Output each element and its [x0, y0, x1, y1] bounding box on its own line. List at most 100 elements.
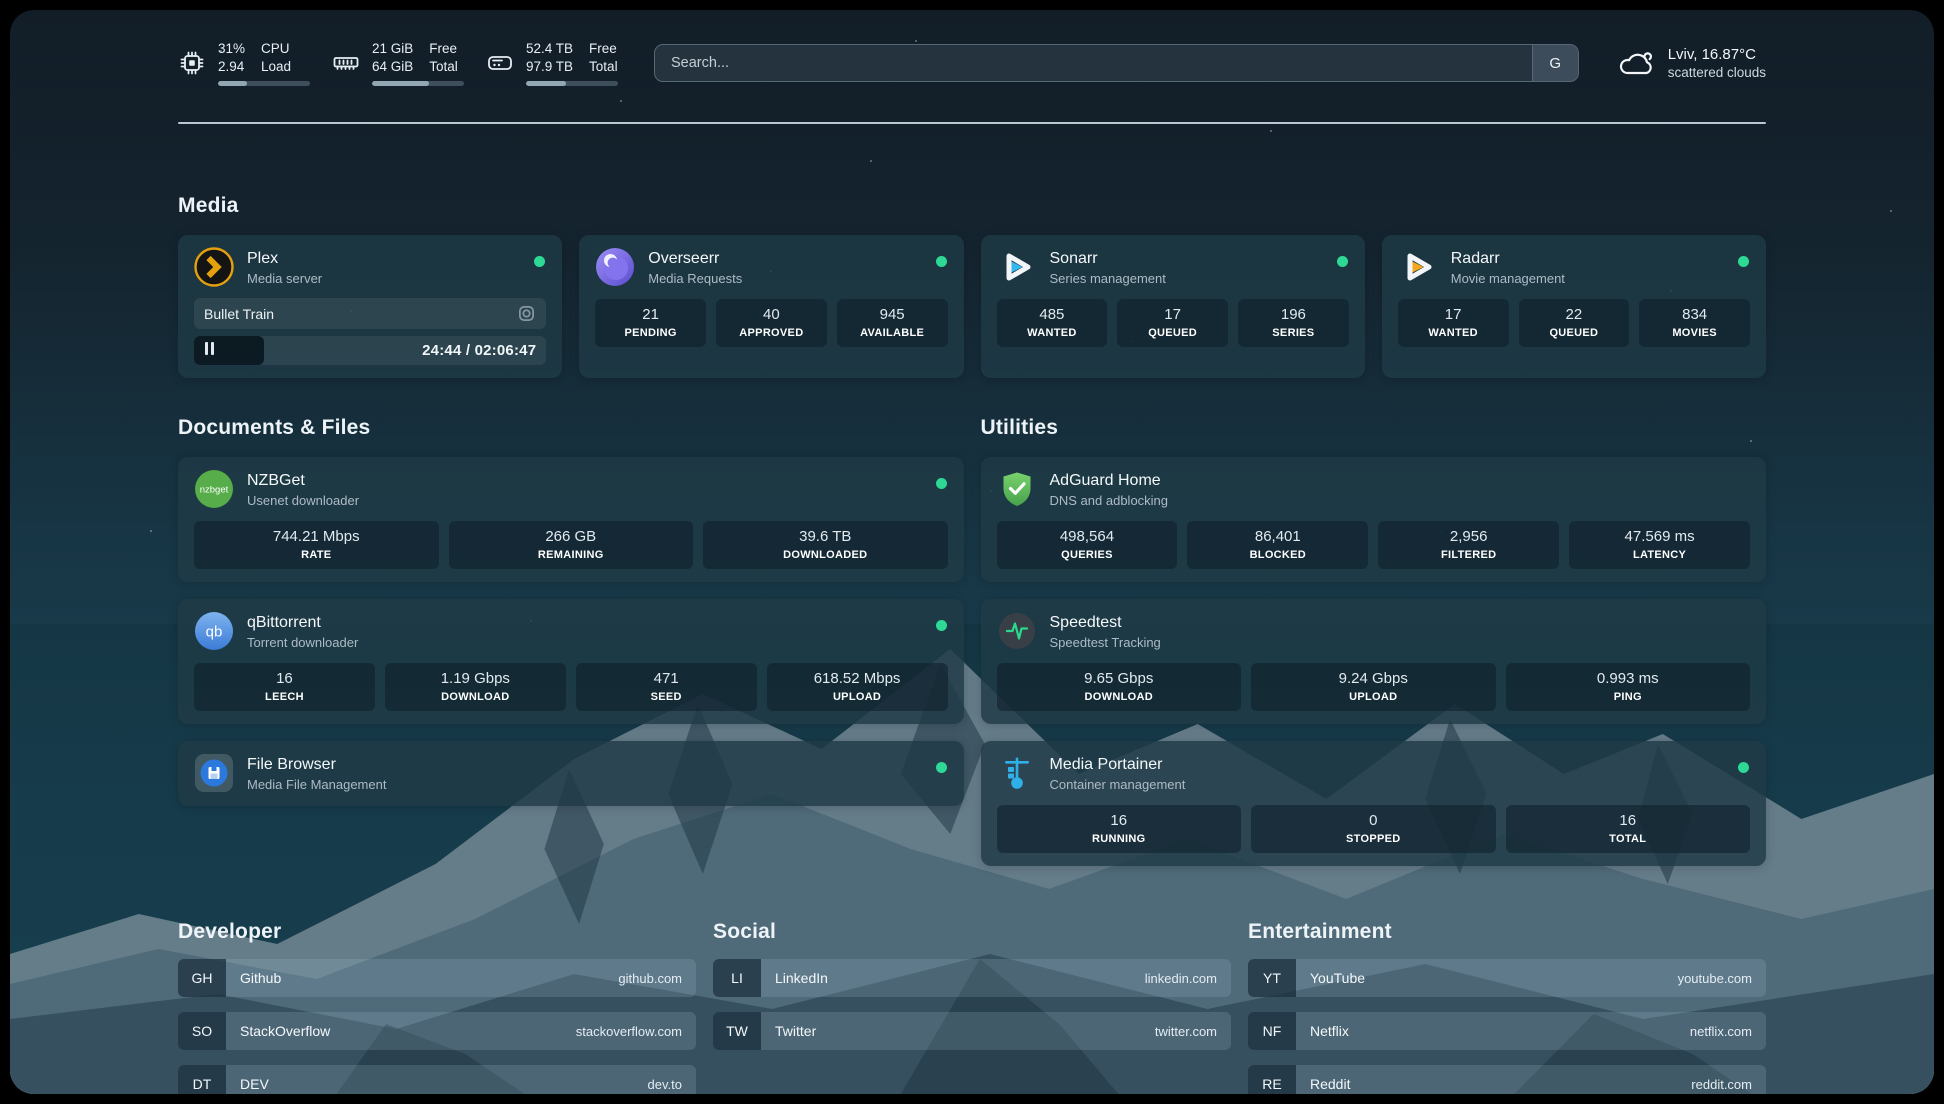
memory-icon: [333, 57, 359, 71]
overseerr-icon: [596, 248, 635, 287]
pause-icon[interactable]: [205, 341, 214, 360]
cpu-loadavg: 2.94: [218, 59, 245, 75]
cpu-resource-widget: 31% 2.94 CPU Load: [178, 40, 310, 87]
adguard-icon: [1003, 472, 1030, 507]
service-card-adguard[interactable]: AdGuard Home DNS and adblocking 498,564 Q…: [980, 457, 1766, 583]
stat-blocked: 86,401 BLOCKED: [1187, 521, 1369, 570]
service-card-portainer[interactable]: Media Portainer Container management 16 R…: [980, 741, 1766, 867]
bookmark-dev[interactable]: DT DEV dev.to: [178, 1065, 696, 1094]
bookmark-url: netflix.com: [1689, 1023, 1752, 1039]
section-title-social: Social: [713, 920, 777, 944]
cloud-icon: [1619, 52, 1652, 75]
service-card-overseerr[interactable]: Overseerr Media Requests 21 PENDING 40 APP…: [579, 235, 964, 379]
service-desc: Usenet downloader: [247, 493, 360, 509]
service-desc: Movie management: [1450, 271, 1565, 287]
stat-download: 9.65 Gbps DOWNLOAD: [996, 663, 1241, 712]
stats-row: 485 WANTED 17 QUEUED 196 SERIES: [996, 299, 1349, 348]
service-name: File Browser: [247, 755, 336, 773]
disk-total: 97.9 TB: [526, 59, 574, 75]
stats-row: 16 RUNNING 0 STOPPED 16 TOTAL: [996, 805, 1750, 854]
stat-available: 945 AVAILABLE: [836, 299, 948, 348]
stat-series: 196 SERIES: [1238, 299, 1349, 348]
stat-total: 16 TOTAL: [1505, 805, 1750, 854]
memory-free: 21 GiB: [372, 41, 414, 56]
dashboard-content: 31% 2.94 CPU Load: [178, 10, 1766, 1094]
plex-icon: [194, 247, 234, 288]
bookmark-name: Netflix: [1310, 1023, 1349, 1040]
cpu-progress-track: [218, 81, 310, 87]
disk-free: 52.4 TB: [526, 41, 574, 56]
stat-stopped: 0 STOPPED: [1251, 805, 1496, 854]
bookmark-url: dev.to: [647, 1076, 682, 1092]
status-dot: [1336, 256, 1348, 268]
search-bar: G: [654, 44, 1579, 83]
bookmark-youtube[interactable]: YT YouTube youtube.com: [1248, 959, 1766, 998]
plex-player-time: 24:44 / 02:06:47: [422, 342, 537, 360]
utilities-column: Utilities: [980, 416, 1766, 867]
bookmark-name: Github: [240, 970, 282, 987]
bookmark-abbr: SO: [178, 1012, 226, 1051]
bookmark-reddit[interactable]: RE Reddit reddit.com: [1248, 1065, 1766, 1094]
service-desc: Torrent downloader: [247, 635, 359, 651]
memory-progress-track: [372, 81, 464, 87]
speedtest-icon: [998, 613, 1035, 650]
bookmark-stackoverflow[interactable]: SO StackOverflow stackoverflow.com: [178, 1012, 696, 1051]
bookmark-twitter[interactable]: TW Twitter twitter.com: [713, 1012, 1231, 1051]
service-card-nzbget[interactable]: nzbget NZBGet Usenet downloader 7: [178, 457, 964, 583]
bookmark-abbr: LI: [713, 959, 761, 998]
bookmark-group-entertainment: Entertainment YT YouTube youtube.com NF …: [1248, 920, 1766, 1094]
stat-movies: 834 MOVIES: [1639, 299, 1750, 348]
service-card-plex[interactable]: Plex Media server Bullet Train: [178, 235, 563, 379]
stat-upload: 618.52 Mbps UPLOAD: [766, 663, 948, 712]
disk-free-label: Free: [589, 41, 617, 56]
status-dot: [1738, 256, 1749, 268]
stats-row: 9.65 Gbps DOWNLOAD 9.24 Gbps UPLOAD 0.993 …: [996, 663, 1750, 712]
plex-player-bar: 24:44 / 02:06:47: [194, 336, 547, 366]
weather-condition: scattered clouds: [1667, 65, 1766, 81]
search-provider-button[interactable]: G: [1531, 45, 1578, 82]
section-title-documents-files: Documents & Files: [178, 416, 371, 440]
service-desc: Container management: [1049, 777, 1186, 793]
two-column-area: Documents & Files nzbget NZBGet: [178, 416, 1766, 867]
stat-wanted: 17 WANTED: [1397, 299, 1509, 348]
service-name: qBittorrent: [247, 613, 321, 631]
stats-row: 21 PENDING 40 APPROVED 945 AVAILABLE: [595, 299, 948, 348]
bookmark-url: reddit.com: [1691, 1076, 1752, 1092]
service-card-sonarr[interactable]: Sonarr Series management 485 WANTED 17 QUE…: [980, 235, 1365, 379]
snow-speckles: [10, 10, 12, 12]
service-card-qbittorrent[interactable]: qb qBittorrent Torrent downloader: [178, 599, 964, 725]
bookmark-name: DEV: [240, 1076, 269, 1093]
bookmark-abbr: YT: [1248, 959, 1296, 998]
memory-resource-widget: 21 GiB 64 GiB Free Total: [332, 40, 464, 87]
status-dot: [935, 620, 947, 632]
stat-queued: 22 QUEUED: [1518, 299, 1630, 348]
stat-filtered: 2,956 FILTERED: [1378, 521, 1560, 570]
search-input[interactable]: [654, 44, 1579, 83]
status-dot: [935, 478, 947, 490]
service-name: AdGuard Home: [1049, 471, 1161, 489]
service-card-radarr[interactable]: Radarr Movie management 17 WANTED 22 QUEUE…: [1381, 235, 1766, 379]
header-divider: [178, 122, 1766, 125]
plex-now-playing-row: Bullet Train: [194, 298, 547, 330]
radarr-icon: [1407, 253, 1432, 281]
stat-leech: 16 LEECH: [194, 663, 375, 712]
portainer-icon: [1004, 757, 1029, 790]
stat-latency: 47.569 ms LATENCY: [1569, 521, 1750, 570]
bookmark-url: github.com: [618, 970, 682, 986]
dashboard-window: 31% 2.94 CPU Load: [10, 10, 1934, 1094]
bookmark-abbr: GH: [178, 959, 226, 998]
memory-total: 64 GiB: [372, 59, 414, 75]
bookmark-linkedin[interactable]: LI LinkedIn linkedin.com: [713, 959, 1231, 998]
cpu-label: CPU: [261, 41, 290, 56]
cpu-icon: [180, 51, 204, 75]
bookmark-github[interactable]: GH Github github.com: [178, 959, 696, 998]
weather-widget: Lviv, 16.87°C scattered clouds: [1617, 46, 1766, 80]
service-card-filebrowser[interactable]: File Browser Media File Management: [178, 741, 964, 807]
now-playing-view-icon[interactable]: [517, 304, 536, 323]
section-title-media: Media: [178, 194, 239, 218]
service-desc: Media Requests: [648, 271, 743, 287]
svg-text:nzbget: nzbget: [200, 485, 229, 496]
bookmark-netflix[interactable]: NF Netflix netflix.com: [1248, 1012, 1766, 1051]
service-card-speedtest[interactable]: Speedtest Speedtest Tracking 9.65 Gbps DO…: [980, 599, 1766, 725]
